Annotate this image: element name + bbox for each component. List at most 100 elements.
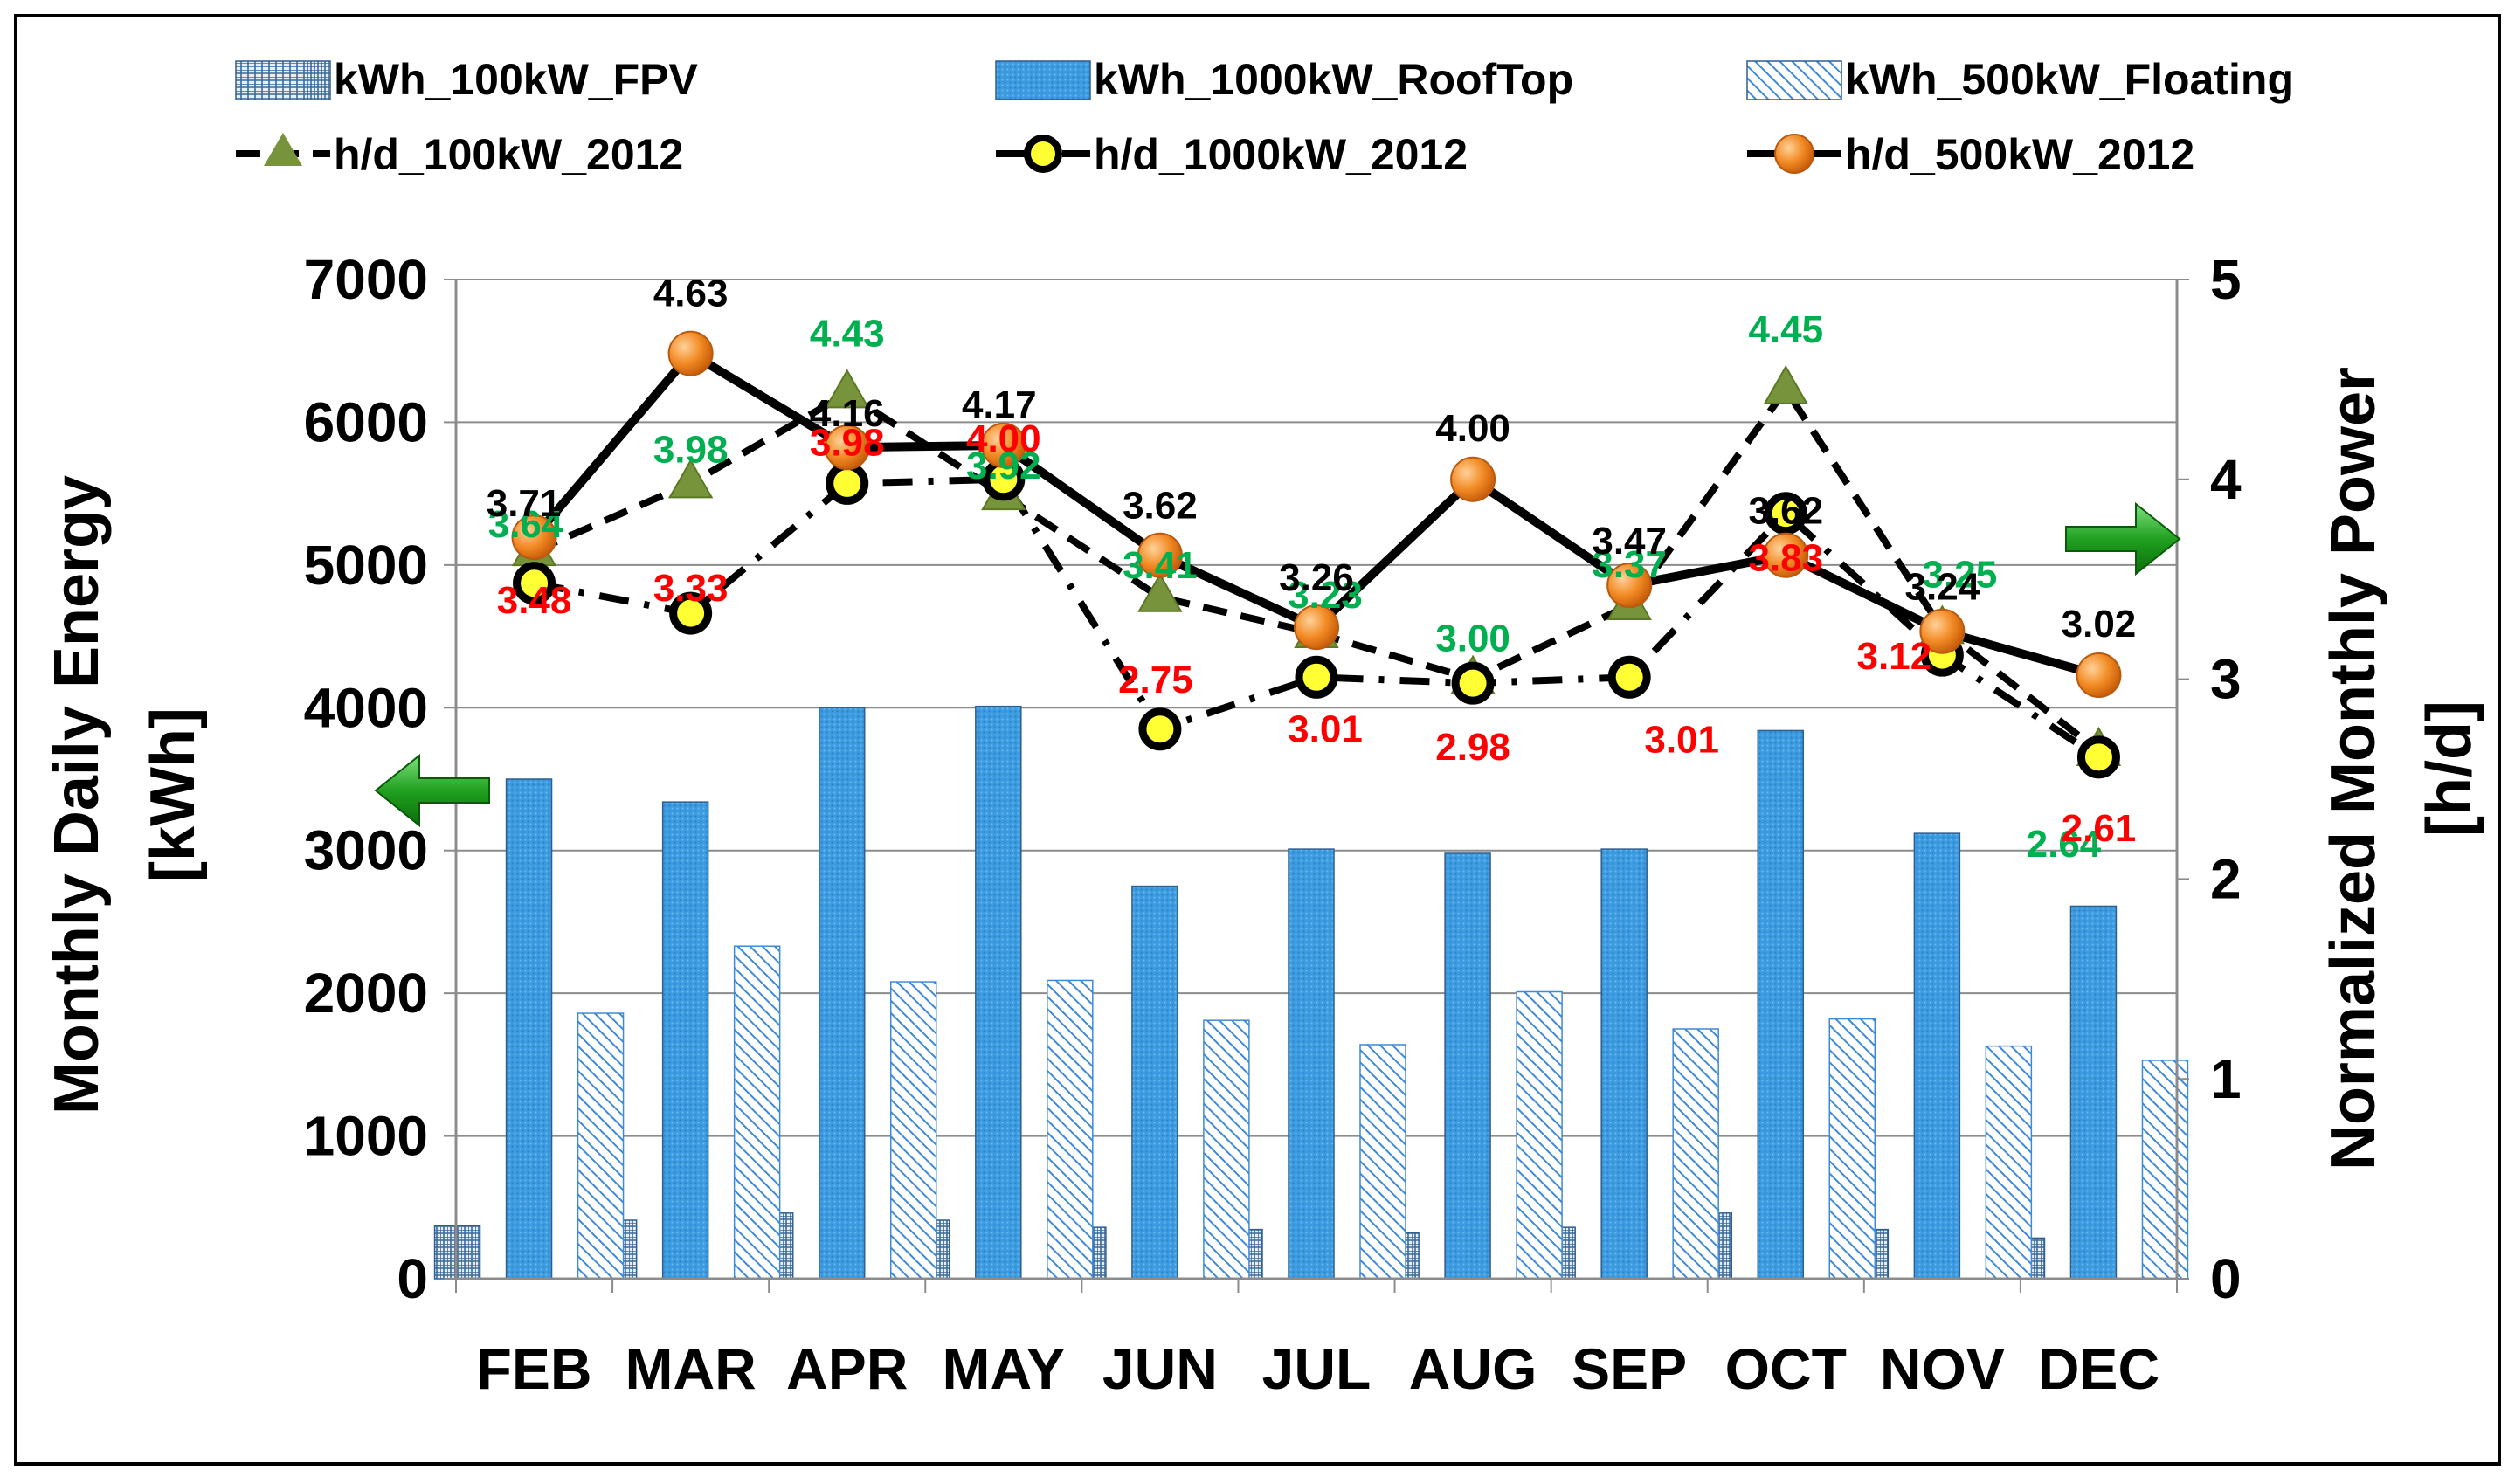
marker-h/d_1000kW_2012 [1138,707,1182,751]
bar-kWh_1000kW_RoofTop [2069,905,2118,1280]
y-tick-left-label: 5000 [304,534,428,597]
data-label-h/d_1000kW_2012: 3.83 [1748,537,1823,580]
y-axis-left-title-line2: [kWh] [138,707,208,882]
legend-swatch-kWh_500kW_Floating [1746,60,1842,100]
data-label-h/d_500kW_2012: 3.47 [1592,520,1667,563]
x-tick-label: MAY [943,1336,1066,1401]
marker-h/d_1000kW_2012 [826,461,869,505]
data-label-h/d_1000kW_2012: 2.98 [1435,726,1510,769]
data-label-h/d_500kW_2012: 4.00 [1435,407,1510,450]
legend-swatch-kWh_100kW_FPV [235,60,331,100]
marker-h/d_500kW_2012 [1919,608,1966,654]
y-axis-right-title-line1: Normalized Monthly Power [2318,367,2388,1170]
marker-h/d_100kW_2012 [825,369,870,409]
x-tick-label: NOV [1880,1336,2005,1401]
bar-kWh_500kW_Floating [2141,1060,2189,1280]
y-tick-left-label: 6000 [304,390,428,453]
y-tick-left-label: 7000 [304,248,428,311]
data-label-h/d_100kW_2012: 4.45 [1748,308,1823,351]
data-label-h/d_500kW_2012: 4.63 [653,273,729,315]
bar-kWh_1000kW_RoofTop [818,707,866,1280]
y-tick-left-label: 1000 [304,1105,428,1168]
bar-kWh_1000kW_RoofTop [1131,885,1178,1280]
y-tick-right-label: 0 [2210,1247,2242,1310]
y-tick-left-label: 0 [397,1247,428,1310]
marker-h/d_1000kW_2012 [1764,492,1807,535]
legend-marker [1774,134,1814,174]
y-tick-left-label: 3000 [304,819,428,882]
bar-kWh_1000kW_RoofTop [1913,832,1961,1280]
axis-arrows [374,501,2181,828]
legend-label: h/d_100kW_2012 [334,130,683,179]
bar-kWh_500kW_Floating [1203,1019,1250,1280]
marker-h/d_100kW_2012 [1137,572,1183,612]
y-tick-right-label: 1 [2210,1047,2242,1110]
marker-h/d_500kW_2012 [511,514,557,561]
legend-label: h/d_500kW_2012 [1845,130,2194,179]
bar-kWh_1000kW_RoofTop [1757,729,1805,1280]
bar-kWh_100kW_FPV [433,1225,481,1280]
data-label-h/d_500kW_2012: 3.62 [1123,485,1198,528]
marker-h/d_500kW_2012 [1606,563,1653,609]
x-tick-label: OCT [1725,1336,1847,1401]
data-label-h/d_100kW_2012: 3.23 [1288,574,1363,617]
marker-h/d_100kW_2012 [667,459,714,499]
data-label-h/d_100kW_2012: 2.64 [2027,823,2102,866]
axes: 0 1000 2000 3000 4000 5000 6000 7000 0 1 2 3 4 5 FEB MA… [304,248,2242,1401]
marker-h/d_500kW_2012 [667,330,714,376]
data-label-h/d_100kW_2012: 3.98 [653,428,729,471]
bar-kWh_1000kW_RoofTop [1288,848,1335,1280]
legend-marker [1024,135,1062,173]
x-tick-label: JUN [1102,1336,1218,1401]
data-label-h/d_100kW_2012: 3.37 [1592,543,1667,586]
marker-h/d_500kW_2012 [1763,532,1809,578]
y-tick-right-label: 4 [2210,448,2242,511]
marker-h/d_500kW_2012 [1137,532,1183,578]
data-label-h/d_100kW_2012: 4.43 [810,312,885,355]
data-label-h/d_500kW_2012: 4.17 [962,383,1037,426]
legend-label: kWh_100kW_FPV [334,55,698,104]
data-label-h/d_100kW_2012: 3.92 [966,445,1041,487]
y-tick-left-label: 4000 [304,676,428,739]
data-label-h/d_1000kW_2012: 2.61 [2062,807,2137,850]
marker-h/d_500kW_2012 [1294,604,1339,651]
bar-kWh_500kW_Floating [1516,990,1563,1280]
data-label-h/d_1000kW_2012: 3.33 [653,567,729,610]
x-tick-label: FEB [477,1336,592,1401]
data-label-h/d_1000kW_2012: 3.01 [1644,718,1719,761]
legend-marker [264,133,302,166]
x-tick-label: DEC [2038,1336,2159,1401]
marker-h/d_1000kW_2012 [2076,735,2120,779]
bar-kWh_500kW_Floating [1672,1028,1719,1280]
marker-h/d_500kW_2012 [980,422,1026,468]
bar-kWh_1000kW_RoofTop [505,778,553,1280]
marker-h/d_1000kW_2012 [1607,655,1651,699]
lines [511,330,2122,779]
x-tick-label: JUL [1262,1336,1372,1401]
data-label-h/d_1000kW_2012: 3.12 [1857,635,1932,678]
legend-label: h/d_1000kW_2012 [1094,130,1468,179]
data-label-h/d_100kW_2012: 3.41 [1123,544,1198,587]
marker-h/d_1000kW_2012 [1295,655,1338,699]
bar-kWh_500kW_Floating [577,1012,625,1280]
left-axis-arrow [374,753,490,828]
legend-label: kWh_1000kW_RoofTop [1094,55,1573,104]
y-tick-right-label: 3 [2210,648,2242,711]
data-label-h/d_100kW_2012: 3.64 [488,503,563,546]
marker-h/d_500kW_2012 [1450,456,1496,502]
right-axis-arrow [2065,501,2181,576]
marker-h/d_1000kW_2012 [513,562,556,605]
data-label-h/d_1000kW_2012: 3.01 [1288,707,1363,750]
x-tick-label: SEP [1572,1336,1687,1401]
data-label-h/d_1000kW_2012: 2.75 [1118,659,1193,701]
marker-h/d_1000kW_2012 [1451,661,1495,705]
y-tick-right-label: 2 [2210,847,2242,910]
data-label-h/d_500kW_2012: 3.26 [1279,556,1354,599]
bar-kWh_500kW_Floating [1047,979,1094,1280]
data-label-h/d_1000kW_2012: 3.98 [810,421,885,464]
marker-h/d_500kW_2012 [824,424,870,471]
bar-kWh_500kW_Floating [889,981,937,1280]
y-tick-right-label: 5 [2210,248,2242,311]
y-axis-left-title-line1: Monthly Daily Energy [42,475,112,1115]
